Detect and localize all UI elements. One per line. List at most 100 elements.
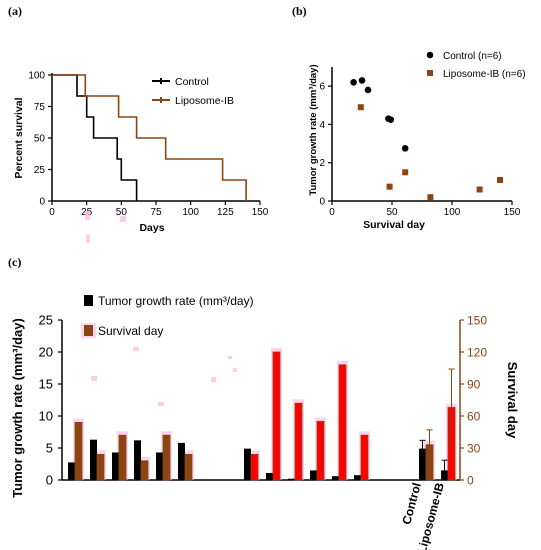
scatter-point-control [387, 116, 395, 123]
y-tick-label: 4 [319, 120, 325, 131]
legend-swatch [427, 70, 433, 76]
legend-label: Control (n=6) [443, 51, 502, 62]
bar-tumor-growth [90, 439, 97, 480]
bar-tumor-growth [266, 472, 273, 480]
scatter-point-liposome [386, 183, 393, 190]
y-axis-label-right: Survival day [505, 362, 520, 439]
y-axis-label: Tumor growth rate (mm³/day) [308, 64, 319, 195]
series-line-liposome [52, 74, 247, 201]
x-tick-label: 150 [252, 207, 269, 218]
y-tick-label: 6 [319, 82, 325, 93]
bar-tumor-growth [332, 476, 339, 480]
panel-a-label: (a) [8, 4, 22, 18]
scatter-point-control [364, 86, 372, 94]
panel-b-label: (b) [292, 4, 307, 18]
scatter-point-control [358, 77, 366, 84]
y-tick-label-right: 0 [467, 474, 474, 488]
bar-tumor-growth [112, 452, 119, 480]
legend-swatch-survival [84, 325, 93, 336]
bar-tumor-growth-mean [419, 448, 426, 480]
bar-survival-day [162, 434, 171, 481]
bar-survival-day [338, 364, 347, 481]
y-tick-label-right: 30 [467, 442, 481, 456]
highlight-mark [120, 216, 126, 222]
x-axis-label: Days [139, 222, 164, 234]
bar-survival-day [250, 453, 259, 481]
y-tick-label-left: 25 [39, 313, 53, 328]
x-tick-label: 75 [150, 207, 162, 218]
legend-label: Liposome-IB (n=6) [443, 69, 526, 80]
x-tick-label: 125 [217, 207, 234, 218]
y-tick-label-left: 15 [39, 377, 53, 392]
x-tick-label: 0 [49, 207, 55, 218]
y-axis-label-left: Tumor growth rate (mm³/day) [10, 318, 25, 498]
bar-tumor-growth [156, 452, 163, 480]
highlight-mark [158, 402, 164, 406]
category-label: Control [399, 481, 424, 526]
bar-chart: 0 5 10 15 20 25 0 30 60 90 120 150 Tumor growth rate… [10, 294, 520, 550]
bar-tumor-growth [134, 440, 141, 480]
y-tick-label-right: 150 [467, 314, 487, 328]
y-tick-label: 50 [34, 134, 46, 145]
series-line-control [52, 74, 138, 201]
scatter-point-liposome [402, 169, 409, 176]
legend-swatch-tumor-growth [84, 295, 93, 306]
x-tick-label: 150 [504, 207, 521, 218]
legend-label: Liposome-IB [175, 95, 234, 107]
bar-tumor-growth [310, 470, 317, 480]
highlight-mark [85, 211, 90, 220]
x-tick-label: 100 [444, 207, 461, 218]
y-tick-label: 0 [39, 197, 45, 208]
bar-survival-day [360, 434, 369, 481]
y-tick-label-left: 5 [46, 441, 53, 456]
x-tick-label: 50 [116, 207, 128, 218]
x-axis-label: Survival day [363, 219, 425, 231]
y-tick-label-right: 60 [467, 410, 481, 424]
scatter-point-liposome [476, 186, 483, 193]
scatter-chart: 0 50 100 150 0 2 4 6 Survival day Tumor growth ra… [308, 51, 526, 231]
legend-label: Control [175, 76, 209, 88]
bar-tumor-growth [178, 442, 185, 480]
bar-tumor-growth [354, 475, 361, 480]
highlight-mark [91, 376, 97, 381]
y-tick-label-right: 90 [467, 378, 481, 392]
highlight-mark [233, 368, 237, 372]
bar-survival-day [294, 402, 303, 481]
y-tick-label: 100 [28, 71, 45, 82]
survival-chart: 02550751001251500255075100DaysPercent su… [13, 71, 269, 243]
bar-survival-day [316, 420, 325, 481]
bar-tumor-growth [68, 462, 75, 480]
bar-survival-day [118, 434, 127, 481]
x-tick-label: 0 [329, 207, 335, 218]
bar-tumor-growth [288, 478, 295, 480]
highlight-mark [86, 235, 90, 243]
y-tick-label-left: 20 [39, 345, 53, 360]
bar-survival-day [272, 351, 281, 481]
highlight-mark [211, 377, 216, 382]
scatter-point-liposome [497, 176, 503, 183]
y-tick-label: 2 [319, 158, 325, 169]
legend-swatch [426, 51, 434, 59]
scatter-point-liposome [427, 194, 434, 201]
bar-survival-day [140, 460, 149, 481]
scatter-point-liposome [357, 104, 364, 111]
highlight-mark [228, 356, 232, 359]
y-axis-label: Percent survival [13, 97, 25, 178]
y-tick-label: 75 [34, 102, 46, 113]
y-tick-label-left: 0 [46, 473, 53, 488]
y-tick-label: 25 [34, 165, 46, 176]
bar-survival-day [96, 453, 105, 481]
x-tick-label: 100 [182, 207, 199, 218]
bar-survival-day [74, 421, 83, 481]
scatter-point-control [350, 79, 357, 86]
bar-tumor-growth [244, 448, 251, 480]
y-tick-label-left: 10 [39, 409, 53, 424]
scatter-point-control [401, 145, 409, 152]
legend-label: Survival day [98, 324, 163, 338]
y-tick-label: 0 [319, 197, 325, 208]
legend-label: Tumor growth rate (mm³/day) [98, 294, 254, 308]
x-tick-label: 50 [386, 207, 398, 218]
highlight-mark [133, 347, 139, 351]
panel-c-label: (c) [8, 255, 21, 269]
